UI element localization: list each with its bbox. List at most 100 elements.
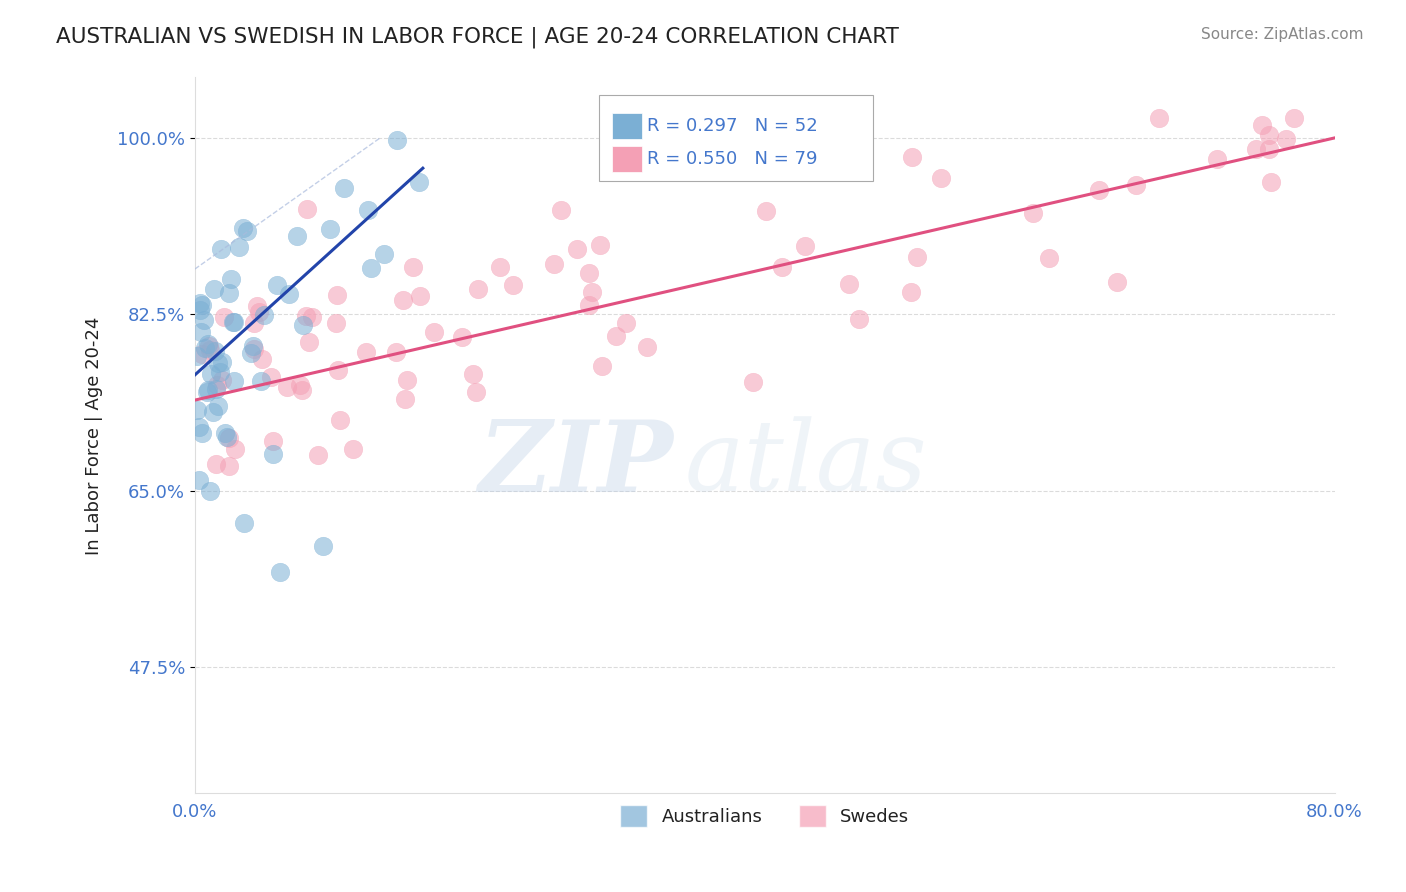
- Point: [489, 260, 512, 274]
- Point: [194, 341, 217, 355]
- Text: ZIP: ZIP: [478, 416, 673, 512]
- Point: [200, 368, 222, 382]
- Legend: Australians, Swedes: Australians, Swedes: [613, 798, 917, 834]
- Point: [295, 309, 318, 323]
- Text: atlas: atlas: [685, 417, 928, 512]
- Point: [591, 359, 613, 373]
- Point: [292, 318, 315, 332]
- Point: [260, 370, 283, 384]
- Point: [742, 375, 765, 389]
- Point: [243, 316, 266, 330]
- FancyBboxPatch shape: [612, 146, 641, 172]
- Point: [905, 250, 928, 264]
- Point: [589, 238, 612, 252]
- Point: [307, 448, 329, 462]
- Point: [1088, 183, 1111, 197]
- Point: [565, 242, 588, 256]
- Point: [614, 316, 637, 330]
- Point: [295, 202, 318, 217]
- Point: [333, 181, 356, 195]
- Point: [232, 221, 254, 235]
- Point: [236, 224, 259, 238]
- Point: [250, 374, 273, 388]
- Point: [205, 457, 228, 471]
- Point: [212, 310, 235, 324]
- Point: [242, 339, 264, 353]
- Point: [1105, 275, 1128, 289]
- Point: [204, 383, 226, 397]
- Text: R = 0.297   N = 52: R = 0.297 N = 52: [647, 117, 818, 135]
- Point: [636, 340, 658, 354]
- Point: [543, 257, 565, 271]
- Point: [209, 364, 232, 378]
- Point: [502, 278, 524, 293]
- Point: [326, 287, 349, 301]
- Point: [408, 176, 430, 190]
- Point: [191, 347, 214, 361]
- Point: [312, 539, 335, 553]
- Point: [1282, 111, 1305, 125]
- Point: [186, 349, 208, 363]
- Point: [392, 293, 415, 307]
- Point: [1257, 142, 1279, 156]
- Point: [931, 171, 953, 186]
- Point: [326, 363, 349, 377]
- Point: [211, 373, 233, 387]
- Point: [298, 334, 321, 349]
- Point: [252, 352, 274, 367]
- Point: [465, 385, 488, 400]
- Point: [222, 315, 245, 329]
- Point: [222, 374, 245, 388]
- Point: [277, 286, 299, 301]
- Point: [188, 296, 211, 310]
- Point: [207, 356, 229, 370]
- Point: [211, 355, 233, 369]
- Point: [202, 282, 225, 296]
- Point: [395, 372, 418, 386]
- Point: [291, 384, 314, 398]
- Point: [263, 434, 285, 448]
- Point: [581, 285, 603, 299]
- Point: [837, 277, 859, 292]
- Point: [253, 308, 276, 322]
- Point: [228, 240, 250, 254]
- Text: AUSTRALIAN VS SWEDISH IN LABOR FORCE | AGE 20-24 CORRELATION CHART: AUSTRALIAN VS SWEDISH IN LABOR FORCE | A…: [56, 27, 898, 48]
- Point: [1147, 111, 1170, 125]
- Point: [215, 430, 238, 444]
- Point: [342, 442, 364, 457]
- Point: [319, 222, 342, 236]
- Point: [191, 425, 214, 440]
- Point: [204, 343, 226, 358]
- Point: [232, 516, 254, 531]
- Point: [1251, 118, 1274, 132]
- Point: [262, 447, 284, 461]
- Point: [794, 239, 817, 253]
- Point: [1260, 174, 1282, 188]
- Point: [214, 425, 236, 440]
- Point: [191, 298, 214, 312]
- Point: [290, 377, 312, 392]
- Point: [550, 203, 572, 218]
- Point: [243, 343, 266, 357]
- Point: [224, 442, 246, 456]
- Point: [1275, 132, 1298, 146]
- Point: [249, 305, 271, 319]
- Point: [276, 380, 298, 394]
- Text: Source: ZipAtlas.com: Source: ZipAtlas.com: [1201, 27, 1364, 42]
- Point: [1022, 205, 1045, 219]
- Point: [200, 484, 222, 499]
- Point: [394, 392, 416, 407]
- Point: [360, 260, 382, 275]
- Text: R = 0.550   N = 79: R = 0.550 N = 79: [647, 150, 818, 168]
- Point: [356, 345, 378, 359]
- Point: [384, 345, 406, 359]
- Point: [1206, 152, 1229, 166]
- Point: [218, 286, 240, 301]
- Point: [207, 399, 229, 413]
- Point: [373, 247, 395, 261]
- Point: [218, 458, 240, 473]
- Point: [901, 150, 924, 164]
- Point: [1125, 178, 1147, 193]
- Point: [285, 228, 308, 243]
- Point: [325, 317, 347, 331]
